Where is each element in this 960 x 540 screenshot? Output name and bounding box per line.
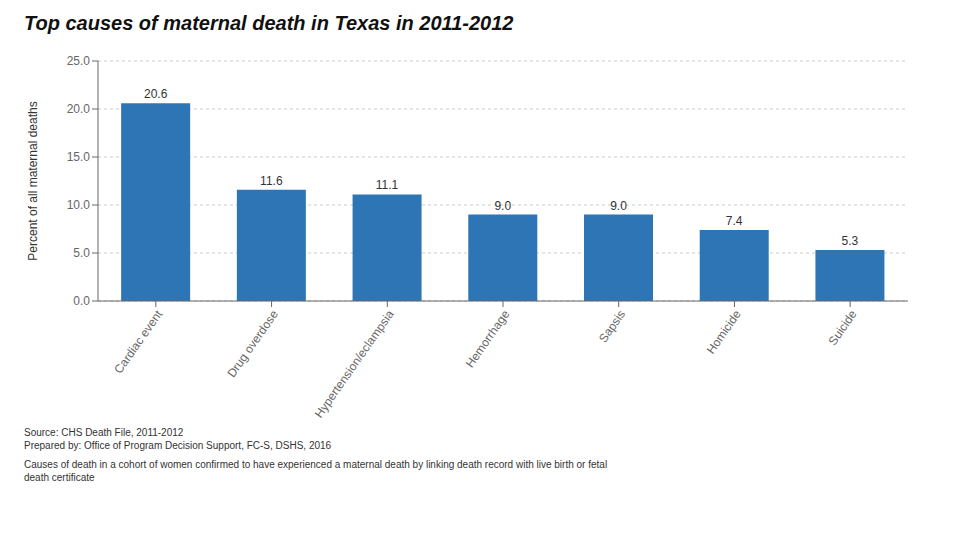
svg-text:0.0: 0.0 [73, 294, 90, 308]
svg-text:20.6: 20.6 [144, 87, 168, 101]
html-text:Top causes of maternal death i: Top causes of maternal death in Texas in… [24, 12, 514, 34]
svg-text:Drug overdose: Drug overdose [224, 307, 281, 380]
svg-text:Hemorrhage: Hemorrhage [463, 307, 513, 370]
svg-text:7.4: 7.4 [726, 214, 743, 228]
svg-text:25.0: 25.0 [67, 54, 91, 68]
svg-text:15.0: 15.0 [67, 150, 91, 164]
svg-text:11.1: 11.1 [376, 178, 399, 192]
svg-text:Cardiac event: Cardiac event [111, 307, 165, 376]
svg-text:11.6: 11.6 [260, 174, 283, 188]
svg-text:Suicide: Suicide [826, 307, 860, 348]
svg-text:5.0: 5.0 [73, 246, 90, 260]
svg-text:Percent of all maternal deaths: Percent of all maternal deaths [26, 101, 40, 260]
html-text:Prepared by: Office of Program: Prepared by: Office of Program Decision … [24, 440, 332, 451]
svg-text:Hypertension/eclampsia: Hypertension/eclampsia [312, 307, 397, 420]
html-text:Causes of death in a cohort of: Causes of death in a cohort of women con… [24, 459, 608, 483]
svg-text:9.0: 9.0 [494, 199, 511, 213]
html-text:Source: CHS Death File, 2011-2: Source: CHS Death File, 2011-2012 [24, 427, 184, 438]
svg-text:Homicide: Homicide [704, 307, 744, 356]
svg-text:Sapsis: Sapsis [596, 308, 628, 346]
svg-text:20.0: 20.0 [67, 102, 91, 116]
svg-text:10.0: 10.0 [67, 198, 91, 212]
svg-text:5.3: 5.3 [842, 234, 859, 248]
svg-text:9.0: 9.0 [610, 199, 627, 213]
